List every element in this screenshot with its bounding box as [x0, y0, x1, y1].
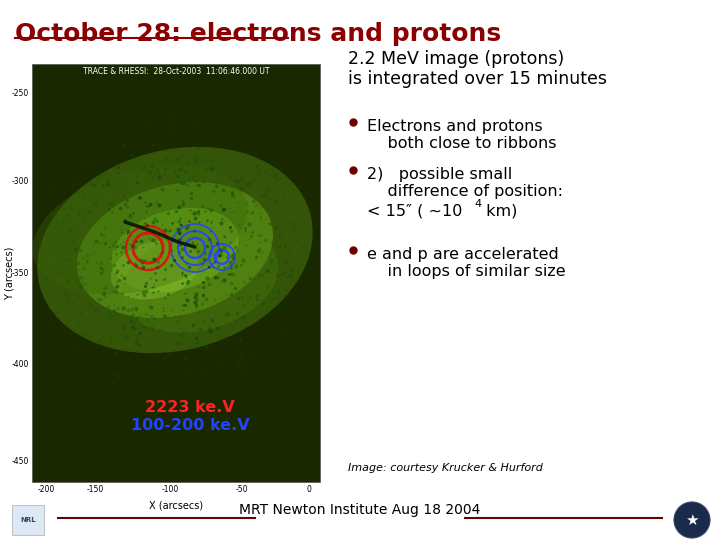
Text: -300: -300	[12, 177, 29, 186]
Bar	[32, 64, 320, 482]
Text: Y (arcsecs): Y (arcsecs)	[5, 246, 15, 300]
Text: 2.2 MeV image (protons): 2.2 MeV image (protons)	[348, 50, 564, 68]
Text: 4: 4	[474, 199, 481, 209]
Text: -100: -100	[161, 485, 179, 494]
Text: difference of position:: difference of position:	[367, 184, 563, 199]
Text: both close to ribbons: both close to ribbons	[367, 136, 557, 151]
Ellipse shape	[122, 227, 279, 333]
Text: -150: -150	[86, 485, 104, 494]
Ellipse shape	[32, 165, 248, 295]
Circle shape	[674, 502, 710, 538]
Text: X (arcsecs): X (arcsecs)	[149, 500, 203, 510]
Ellipse shape	[37, 147, 312, 353]
Ellipse shape	[111, 240, 199, 300]
Text: in loops of similar size: in loops of similar size	[367, 264, 566, 279]
Text: km): km)	[481, 203, 518, 218]
Text: 0: 0	[306, 485, 311, 494]
Text: < 15″ ( ~10: < 15″ ( ~10	[367, 203, 462, 218]
Text: ★: ★	[685, 512, 699, 528]
Text: TRACE & RHESSI:  28-Oct-2003  11:06:46.000 UT: TRACE & RHESSI: 28-Oct-2003 11:06:46.000…	[83, 67, 269, 76]
Text: -450: -450	[12, 457, 29, 465]
Text: Electrons and protons: Electrons and protons	[367, 119, 543, 134]
Text: 2)   possible small: 2) possible small	[367, 167, 512, 182]
Ellipse shape	[112, 208, 238, 292]
Ellipse shape	[77, 182, 273, 318]
Text: is integrated over 15 minutes: is integrated over 15 minutes	[348, 70, 607, 88]
Text: -250: -250	[12, 89, 29, 98]
Text: MRT Newton Institute Aug 18 2004: MRT Newton Institute Aug 18 2004	[239, 503, 481, 517]
Text: e and p are accelerated: e and p are accelerated	[367, 247, 559, 262]
Text: Image: courtesy Krucker & Hurford: Image: courtesy Krucker & Hurford	[348, 463, 543, 473]
Text: -400: -400	[12, 361, 29, 369]
Text: -50: -50	[236, 485, 248, 494]
Bar	[12, 505, 44, 535]
Text: -350: -350	[12, 268, 29, 278]
Text: October 28: electrons and protons: October 28: electrons and protons	[15, 22, 501, 46]
Text: 2223 ke.V: 2223 ke.V	[145, 400, 235, 415]
Text: NRL: NRL	[20, 517, 36, 523]
Text: 100-200 ke.V: 100-200 ke.V	[131, 418, 249, 433]
Text: -200: -200	[37, 485, 55, 494]
